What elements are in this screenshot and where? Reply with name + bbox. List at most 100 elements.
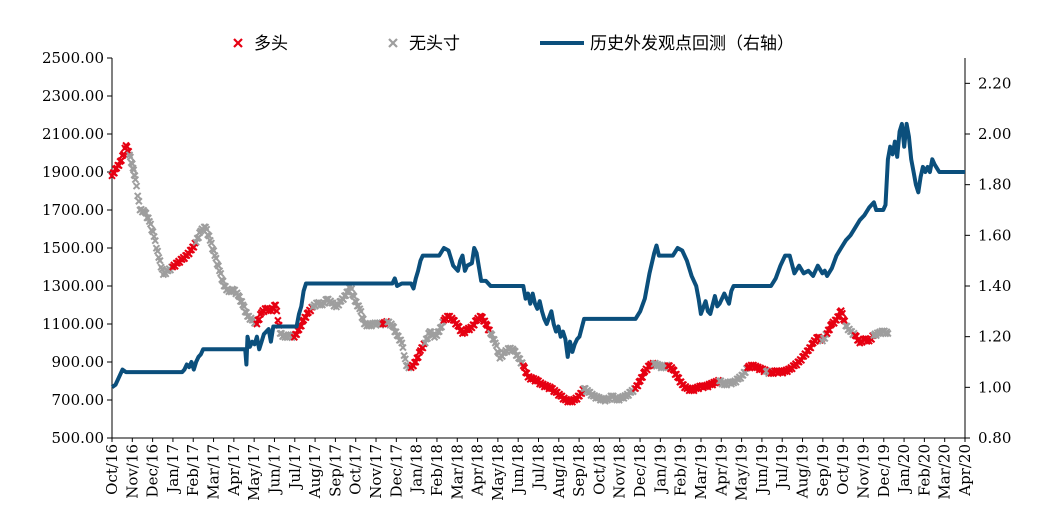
- duotou-point: [840, 317, 849, 325]
- duotou-point: [255, 315, 263, 324]
- price-points: [108, 141, 892, 406]
- x-tick-label: Dec/18: [631, 444, 649, 497]
- wutoucun-point: [207, 239, 216, 247]
- left-tick-label: 1700.00: [42, 201, 104, 219]
- backtest-line: [110, 121, 965, 389]
- wutoucun-point: [216, 269, 225, 278]
- x-tick-label: Jun/17: [265, 444, 283, 495]
- wutoucun-point: [209, 246, 218, 255]
- wutoucun-point: [132, 182, 141, 190]
- legend-label: 多头: [254, 34, 288, 54]
- wutoucun-point: [437, 323, 446, 331]
- wutoucun-point: [212, 254, 220, 262]
- x-tick-label: Jul/19: [773, 444, 791, 491]
- wutoucun-point: [153, 247, 162, 255]
- wutoucun-point: [357, 307, 365, 316]
- wutoucun-point: [240, 303, 248, 311]
- wutoucun-point: [194, 234, 203, 242]
- left-tick-label: 1900.00: [42, 163, 104, 181]
- left-tick-label: 2100.00: [42, 125, 104, 143]
- x-tick-label: Feb/17: [184, 444, 202, 496]
- wutoucun-point: [492, 341, 501, 350]
- x-tick-label: Nov/18: [611, 444, 629, 499]
- x-tick-label: Nov/16: [123, 444, 141, 499]
- x-tick-label: Feb/19: [672, 444, 690, 496]
- x-tick-label: Sep/18: [570, 444, 588, 497]
- x-tick-label: Oct/18: [590, 444, 608, 495]
- duotou-point: [273, 307, 281, 315]
- legend-label: 无头寸: [409, 34, 460, 54]
- x-tick-label: Nov/17: [367, 444, 385, 499]
- x-tick-label: Jan/19: [651, 444, 669, 495]
- wutoucun-point: [202, 225, 211, 233]
- duotou-point: [274, 316, 282, 325]
- x-tick-label: Apr/17: [225, 444, 243, 497]
- right-tick-label: 1.60: [978, 226, 1011, 244]
- x-tick-label: Aug/17: [306, 444, 324, 499]
- x-tick-label: Feb/20: [915, 444, 933, 496]
- left-tick-label: 1500.00: [42, 239, 104, 257]
- wutoucun-point: [399, 343, 407, 352]
- legend: 多头 无头寸 历史外发观点回测（右轴）: [233, 34, 794, 54]
- x-tick-label: Jan/20: [895, 444, 913, 495]
- left-tick-label: 2300.00: [42, 87, 104, 105]
- x-tick-label: Apr/18: [469, 444, 487, 497]
- legend-item-line: 历史外发观点回测（右轴）: [540, 34, 794, 54]
- x-tick-label: May/19: [733, 444, 751, 501]
- x-tick-label: Dec/17: [387, 444, 405, 497]
- x-tick-label: May/18: [489, 444, 507, 501]
- left-tick-label: 500.00: [52, 429, 105, 447]
- wutoucun-point: [219, 277, 227, 285]
- right-tick-label: 1.00: [978, 378, 1011, 396]
- wutoucun-point: [126, 153, 135, 161]
- legend-item-duotou: 多头: [233, 34, 288, 54]
- wutoucun-point: [401, 355, 409, 363]
- left-tick-label: 900.00: [52, 353, 105, 371]
- x-tick-label: Dec/19: [875, 444, 893, 497]
- left-tick-label: 700.00: [52, 391, 105, 409]
- wutoucun-point: [350, 292, 358, 300]
- x-tick-label: Mar/19: [692, 444, 710, 500]
- x-tick-label: Dec/16: [144, 444, 162, 497]
- x-tick-label: Feb/18: [428, 444, 446, 496]
- x-tick-label: Aug/19: [794, 444, 812, 499]
- wutoucun-point: [214, 262, 223, 270]
- duotou-point: [271, 301, 280, 309]
- x-tick-label: Sep/17: [326, 444, 344, 497]
- wutoucun-point: [146, 220, 155, 228]
- x-tick-label: Mar/17: [205, 444, 223, 500]
- duotou-point: [414, 353, 422, 362]
- x-axis: Oct/16 Nov/16 Dec/16 Jan/17 Feb/17 Mar/17 Apr/…: [103, 437, 974, 501]
- right-tick-label: 2.20: [978, 74, 1011, 92]
- right-tick-label: 2.00: [978, 125, 1011, 143]
- duotou-point: [520, 363, 529, 372]
- x-tick-label: Jun/19: [753, 444, 771, 495]
- legend-label: 历史外发观点回测（右轴）: [590, 34, 794, 54]
- x-tick-label: Jul/17: [286, 444, 304, 491]
- x-tick-label: Oct/16: [103, 444, 121, 495]
- left-y-axis: 500.00 700.00 900.00 1100.00 1300.00 1500.00 1…: [42, 49, 113, 447]
- wutoucun-point: [423, 334, 432, 343]
- x-tick-label: Jun/18: [509, 444, 527, 495]
- wutoucun-point: [149, 227, 157, 236]
- x-tick-label: Apr/20: [956, 444, 974, 497]
- x-tick-label: Oct/19: [834, 444, 852, 495]
- right-tick-label: 1.20: [978, 328, 1011, 346]
- x-tick-label: May/17: [245, 444, 263, 501]
- backtest-line-layer: [110, 121, 965, 389]
- wutoucun-point: [131, 175, 140, 184]
- right-tick-label: 1.40: [978, 277, 1011, 295]
- right-tick-label: 1.80: [978, 176, 1011, 194]
- duotou-point: [117, 156, 126, 165]
- x-tick-label: Apr/19: [712, 444, 730, 497]
- x-tick-label: Jul/18: [530, 444, 548, 491]
- left-tick-label: 1100.00: [42, 315, 104, 333]
- x-tick-label: Mar/18: [448, 444, 466, 500]
- left-tick-label: 2500.00: [42, 49, 104, 67]
- x-tick-label: Jan/17: [164, 444, 182, 495]
- x-tick-label: Nov/19: [854, 444, 872, 499]
- wutoucun-point: [135, 197, 143, 205]
- legend-item-wutoucun: 无头寸: [388, 34, 460, 54]
- x-tick-label: Mar/20: [936, 444, 954, 500]
